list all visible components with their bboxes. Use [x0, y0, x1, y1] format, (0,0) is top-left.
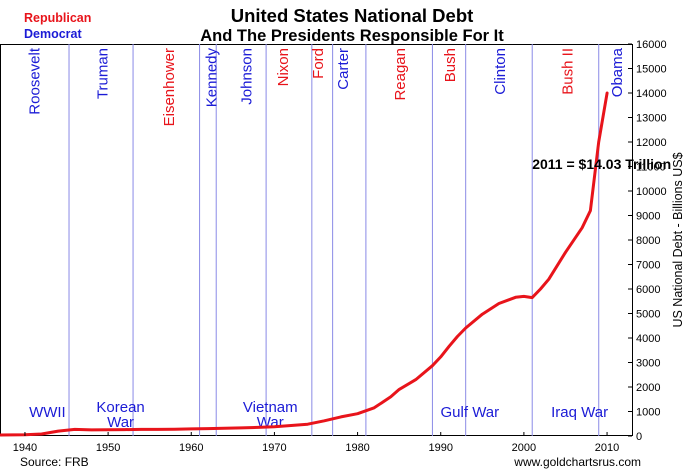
president-label: Nixon — [275, 48, 292, 86]
x-tick-label: 2010 — [595, 442, 619, 454]
y-tick-label: 11000 — [636, 162, 666, 174]
y-axis-label: US National Debt - Billions US$ — [671, 152, 685, 327]
legend-democrat: Democrat — [24, 27, 82, 41]
president-label: Clinton — [492, 48, 509, 95]
president-label: Bush II — [559, 48, 576, 95]
x-tick-label: 1980 — [345, 442, 369, 454]
y-tick-label: 5000 — [636, 309, 660, 321]
war-label-line: WWII — [29, 404, 66, 421]
y-tick-label: 2000 — [636, 382, 660, 394]
president-label: Reagan — [392, 48, 409, 101]
president-label: Johnson — [238, 48, 255, 105]
president-label: Truman — [94, 48, 111, 99]
y-tick-label: 6000 — [636, 284, 660, 296]
war-label-line: Korean — [96, 399, 144, 416]
chart-title: United States National Debt — [231, 5, 474, 26]
y-tick-label: 0 — [636, 431, 642, 443]
x-tick-label: 1950 — [96, 442, 120, 454]
debt-series-line — [0, 91, 609, 437]
war-label: Iraq War — [551, 404, 608, 421]
y-tick-label: 8000 — [636, 235, 660, 247]
war-label: Gulf War — [441, 404, 500, 421]
legend-republican: Republican — [24, 11, 91, 25]
y-tick-label: 16000 — [636, 39, 667, 51]
war-label-line: Vietnam — [243, 399, 298, 416]
y-tick-label: 13000 — [636, 113, 667, 125]
y-tick-label: 15000 — [636, 64, 667, 76]
war-label: WWII — [29, 404, 66, 421]
source-label: Source: FRB — [20, 455, 89, 469]
war-label-line: Iraq War — [551, 404, 608, 421]
president-label: Carter — [335, 48, 352, 90]
y-tick-label: 1000 — [636, 407, 660, 419]
war-label-line: Gulf War — [441, 404, 500, 421]
x-tick-label: 1970 — [262, 442, 286, 454]
x-tick-label: 1960 — [179, 442, 203, 454]
y-tick-label: 7000 — [636, 260, 660, 272]
y-tick-label: 4000 — [636, 333, 660, 345]
president-label: Roosevelt — [26, 47, 43, 115]
x-tick-label: 2000 — [512, 442, 536, 454]
y-tick-label: 3000 — [636, 358, 660, 370]
x-tick-label: 1990 — [428, 442, 452, 454]
debt-annotation: 2011 = $14.03 Trillion — [532, 156, 671, 172]
president-label: Eisenhower — [161, 48, 178, 126]
president-label: Obama — [609, 47, 626, 97]
president-label: Bush — [442, 48, 459, 82]
war-label-line: War — [107, 414, 134, 431]
x-tick-label: 1940 — [13, 442, 37, 454]
president-label: Ford — [310, 48, 327, 79]
plot-frame — [0, 44, 633, 436]
y-tick-label: 10000 — [636, 186, 667, 198]
credit-label: www.goldchartsrus.com — [513, 455, 641, 469]
y-tick-label: 9000 — [636, 211, 660, 223]
president-label: Kennedy — [203, 48, 220, 108]
y-tick-label: 14000 — [636, 88, 667, 100]
chart-subtitle: And The Presidents Responsible For It — [200, 27, 504, 45]
war-label: Korean War — [96, 399, 144, 431]
y-tick-label: 12000 — [636, 137, 667, 149]
